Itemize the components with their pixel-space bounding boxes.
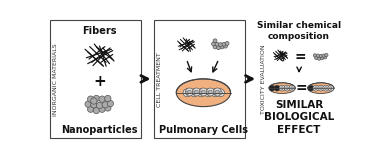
Circle shape [211,89,219,97]
Text: +: + [93,74,106,89]
Circle shape [213,91,217,95]
Circle shape [197,89,205,97]
Circle shape [215,42,219,46]
Circle shape [87,106,94,112]
Ellipse shape [308,83,334,94]
Circle shape [99,96,105,102]
Text: =: = [295,50,307,64]
Text: Similar chemical
composition: Similar chemical composition [257,21,341,41]
Circle shape [319,54,322,58]
Circle shape [102,102,108,108]
Circle shape [188,90,191,94]
Circle shape [183,89,191,97]
Circle shape [93,107,99,114]
Ellipse shape [269,83,295,94]
Circle shape [328,85,334,91]
Circle shape [212,42,215,46]
Text: Fibers: Fibers [82,26,117,36]
Circle shape [218,43,222,47]
Circle shape [99,106,105,112]
Circle shape [319,87,322,89]
Text: Nanoparticles: Nanoparticles [61,125,138,135]
Circle shape [321,56,324,60]
Circle shape [223,44,228,48]
Circle shape [107,100,113,107]
Circle shape [220,45,224,49]
Circle shape [186,88,194,96]
Circle shape [279,85,285,91]
Circle shape [199,88,208,96]
Circle shape [314,56,318,60]
Circle shape [87,96,94,102]
Circle shape [286,87,288,89]
Circle shape [195,90,198,94]
Circle shape [316,54,319,57]
Circle shape [213,45,217,49]
Circle shape [105,95,111,102]
Circle shape [93,95,99,102]
Circle shape [105,105,111,111]
Circle shape [318,57,321,60]
Circle shape [323,85,329,91]
Circle shape [217,46,220,50]
Circle shape [225,42,229,45]
Circle shape [190,89,198,97]
Circle shape [314,87,317,89]
FancyBboxPatch shape [154,20,245,138]
Circle shape [330,87,332,89]
Circle shape [213,88,222,96]
Text: =: = [296,81,307,95]
Circle shape [201,90,205,94]
FancyBboxPatch shape [50,20,141,138]
Circle shape [308,85,314,91]
Circle shape [281,87,284,89]
Circle shape [284,85,290,91]
Circle shape [91,102,97,108]
Circle shape [324,56,327,59]
Circle shape [199,91,203,95]
Text: SIMILAR
BIOLOGICAL
EFFECT: SIMILAR BIOLOGICAL EFFECT [264,100,334,135]
Circle shape [274,85,280,91]
Circle shape [289,85,295,91]
Circle shape [209,90,212,94]
Circle shape [291,87,293,89]
Circle shape [185,91,189,95]
Circle shape [313,85,319,91]
Circle shape [192,88,200,96]
Circle shape [91,98,97,104]
Circle shape [269,85,275,91]
Circle shape [206,91,210,95]
Circle shape [192,91,196,95]
Text: Pulmonary Cells: Pulmonary Cells [159,125,248,135]
Circle shape [96,102,103,109]
Text: CELL TREATMENT: CELL TREATMENT [157,52,162,107]
Circle shape [204,89,212,97]
Circle shape [219,91,222,95]
Circle shape [322,54,325,57]
Circle shape [325,53,328,57]
Circle shape [85,101,91,107]
Text: INORGANIC MATERIALS: INORGANIC MATERIALS [53,43,58,116]
Circle shape [215,90,219,94]
Circle shape [222,42,226,46]
Circle shape [325,87,327,89]
Circle shape [318,85,324,91]
Circle shape [217,89,225,97]
Circle shape [206,88,214,96]
Circle shape [313,54,317,57]
Ellipse shape [176,79,231,107]
Circle shape [213,39,217,43]
Text: TOXICITY EVALUATION: TOXICITY EVALUATION [261,44,266,114]
